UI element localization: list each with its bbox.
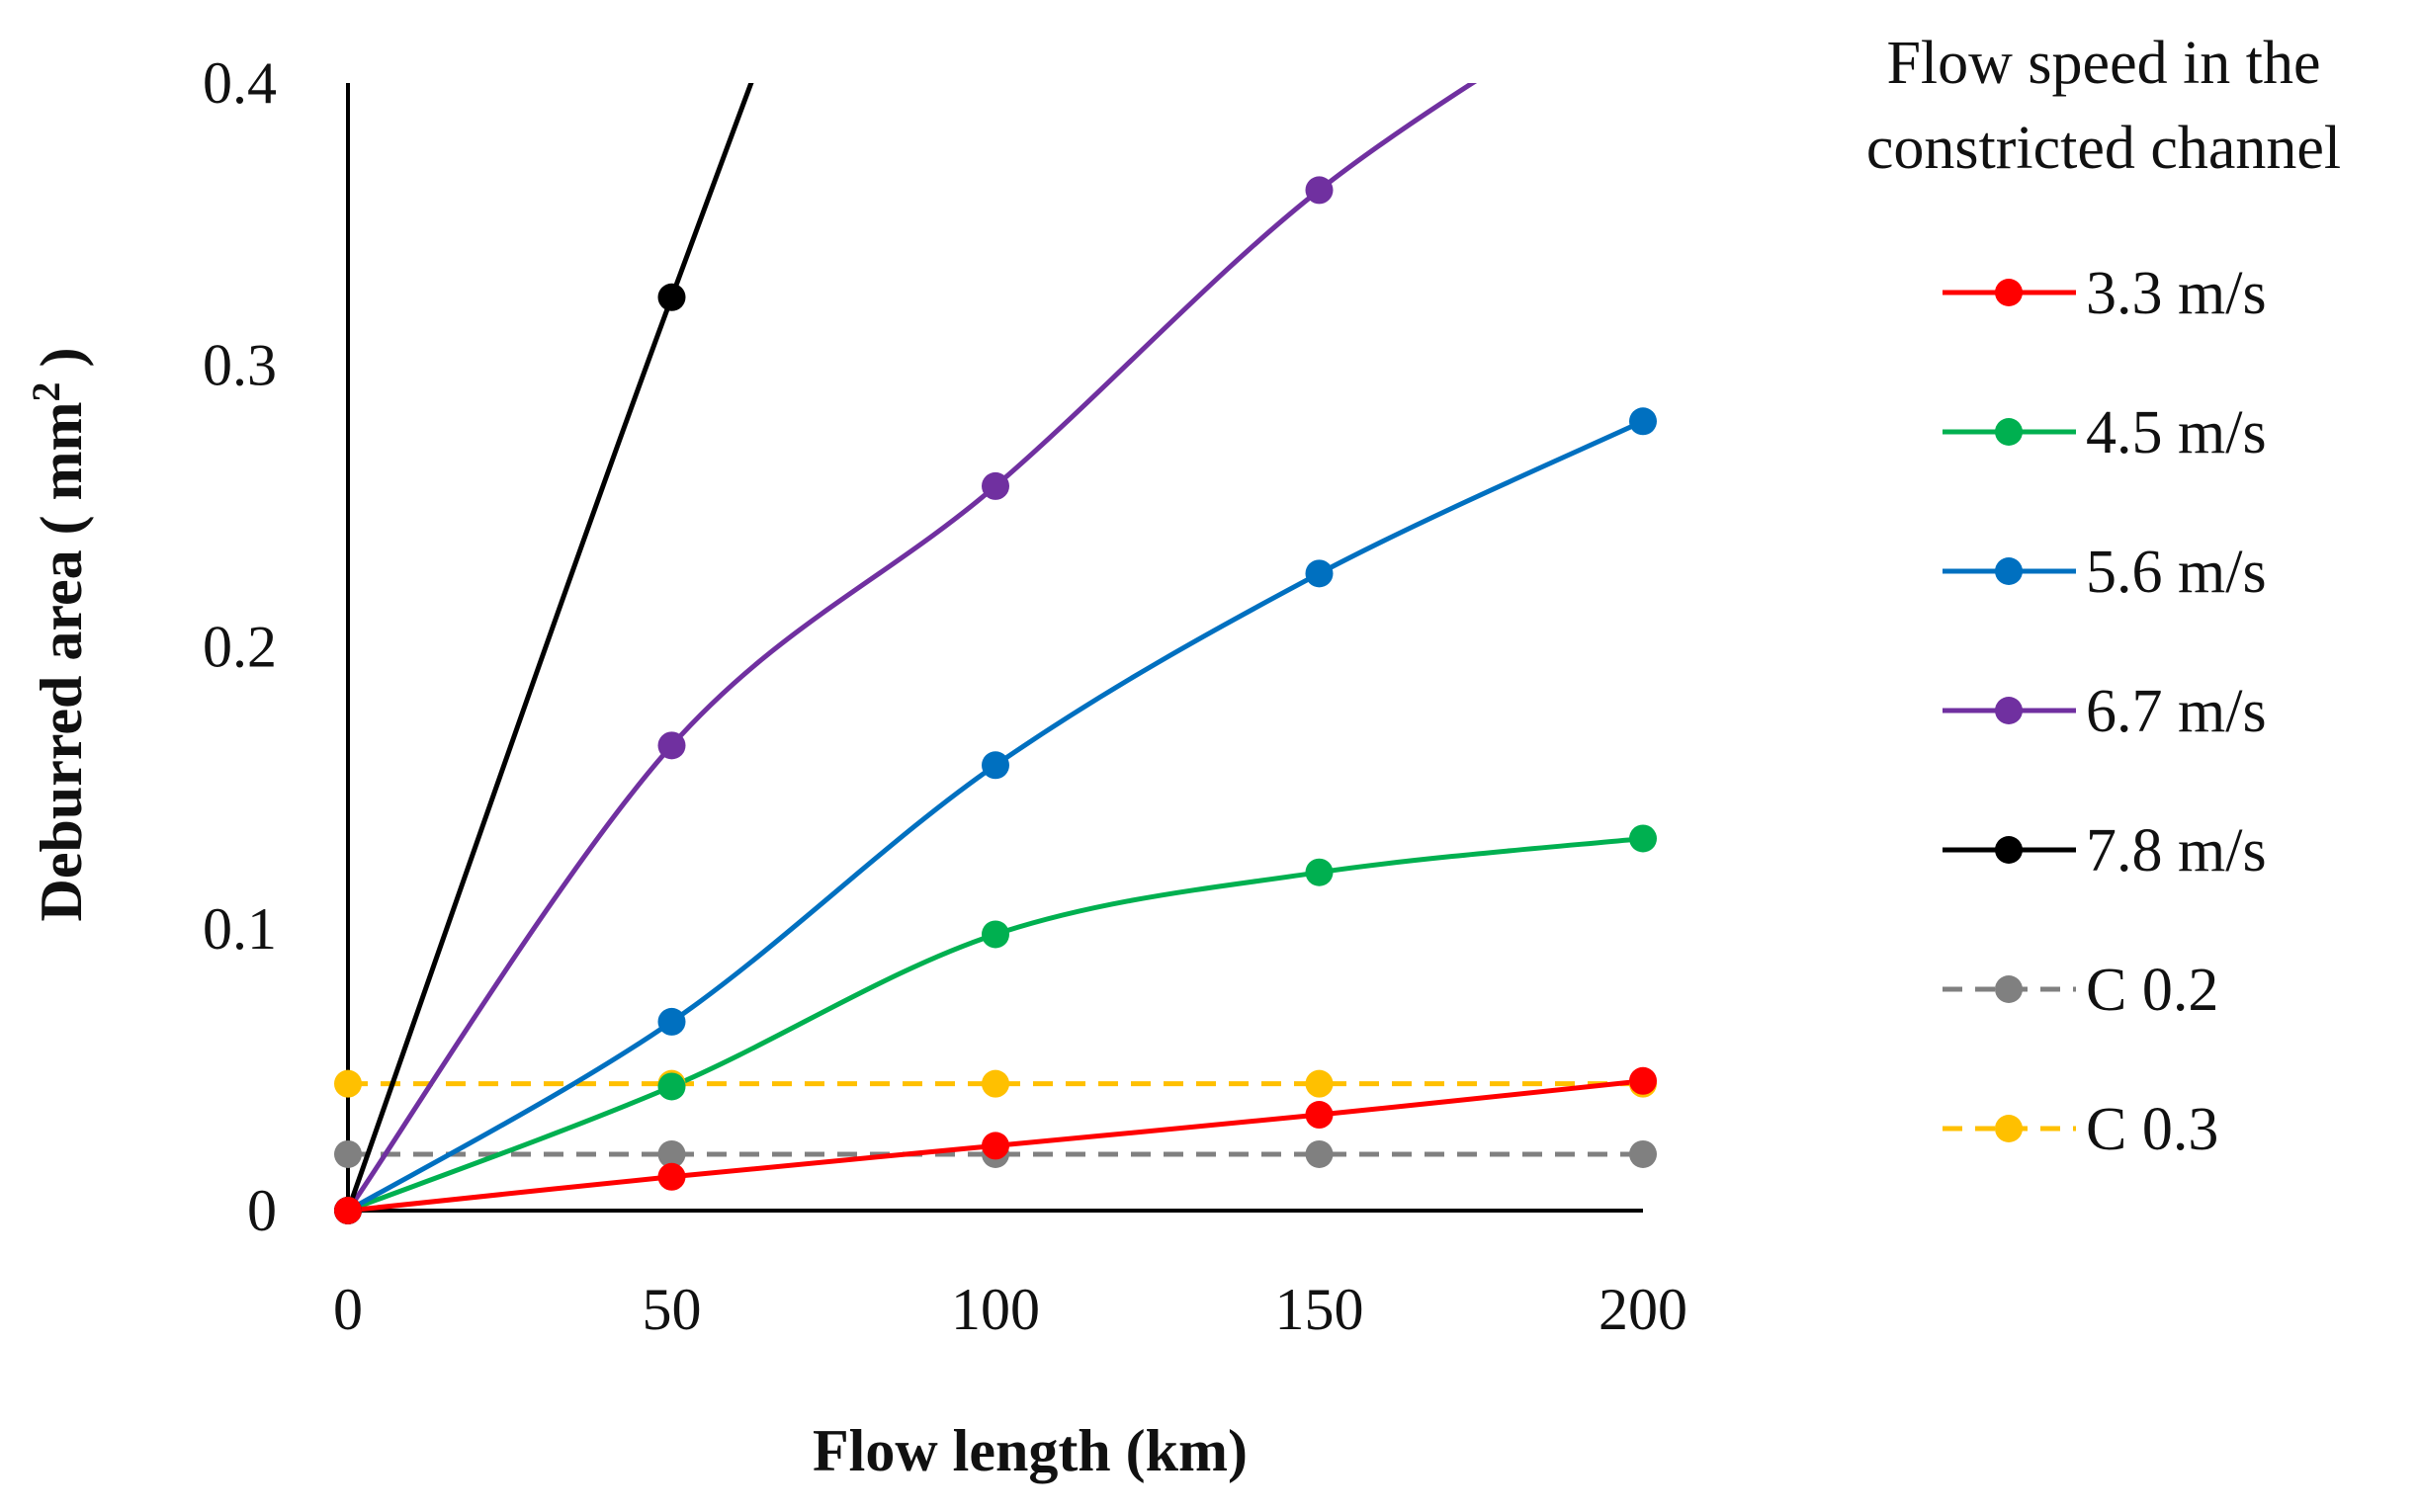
data-point bbox=[657, 283, 686, 311]
data-point bbox=[1629, 407, 1657, 436]
data-point bbox=[1305, 1101, 1334, 1130]
y-tick-label: 0.3 bbox=[203, 332, 277, 397]
series-markers bbox=[334, 176, 1657, 1224]
series-lines bbox=[348, 83, 1645, 1214]
data-point bbox=[1305, 858, 1334, 886]
y-axis-title: Deburred area ( mm2 ) bbox=[24, 348, 95, 922]
legend-label: 7.8 m/s bbox=[2086, 817, 2267, 884]
legend-title-line-2: constricted channel bbox=[1866, 115, 2341, 182]
legend-label: 4.5 m/s bbox=[2086, 399, 2267, 466]
legend-label: 3.3 m/s bbox=[2086, 260, 2267, 327]
data-point bbox=[982, 1069, 1009, 1098]
y-tick-labels: 0 0.1 0.2 0.3 0.4 bbox=[203, 50, 277, 1243]
y-tick-label: 0 bbox=[247, 1178, 277, 1243]
data-point bbox=[982, 920, 1009, 949]
data-point bbox=[1629, 824, 1657, 853]
y-axis-title-superscript: 2 bbox=[24, 381, 68, 401]
legend-marker bbox=[1995, 1115, 2023, 1142]
legend-marker bbox=[1995, 557, 2023, 585]
data-point bbox=[982, 1132, 1009, 1160]
x-tick-label: 200 bbox=[1598, 1277, 1687, 1342]
series-line bbox=[348, 83, 1478, 1213]
legend-marker bbox=[1995, 975, 2023, 1003]
legend-marker bbox=[1995, 836, 2023, 864]
series-line bbox=[348, 83, 754, 1212]
y-tick-label: 0.2 bbox=[203, 615, 277, 680]
legend-label: C 0.2 bbox=[2086, 957, 2218, 1024]
x-tick-label: 150 bbox=[1275, 1277, 1364, 1342]
legend-title-line-1: Flow speed in the bbox=[1886, 30, 2320, 97]
legend-label: 5.6 m/s bbox=[2086, 539, 2267, 606]
legend-marker bbox=[1995, 697, 2023, 724]
y-tick-label: 0.1 bbox=[203, 896, 277, 962]
data-point bbox=[657, 1162, 686, 1191]
data-point bbox=[982, 751, 1009, 780]
data-point bbox=[1305, 176, 1334, 205]
y-tick-label: 0.4 bbox=[203, 50, 277, 116]
legend-label: C 0.3 bbox=[2086, 1096, 2218, 1163]
data-point bbox=[982, 471, 1009, 500]
legend-marker bbox=[1995, 279, 2023, 306]
data-point bbox=[334, 1069, 362, 1098]
data-point bbox=[657, 1139, 686, 1168]
data-point bbox=[657, 1072, 686, 1101]
y-axis-title-main: Deburred area ( mm bbox=[29, 401, 94, 921]
data-point bbox=[1305, 1139, 1334, 1168]
data-point bbox=[334, 1139, 362, 1168]
x-tick-labels: 0 50 100 150 200 bbox=[333, 1277, 1687, 1342]
data-point bbox=[1629, 1066, 1657, 1095]
data-point bbox=[1629, 1139, 1657, 1168]
y-axis-title-end: ) bbox=[29, 348, 94, 382]
legend: Flow speed in the constricted channel 3.… bbox=[1866, 30, 2341, 1163]
x-tick-label: 50 bbox=[643, 1277, 702, 1342]
legend-items: 3.3 m/s 4.5 m/s 5.6 m/s 6.7 m/s 7.8 m/s C 0.2… bbox=[1943, 260, 2267, 1163]
data-point bbox=[334, 1197, 362, 1224]
legend-label: 6.7 m/s bbox=[2086, 678, 2267, 745]
legend-marker bbox=[1995, 418, 2023, 446]
x-axis-title: Flow length (km) bbox=[813, 1418, 1248, 1483]
data-point bbox=[657, 731, 686, 760]
x-tick-label: 100 bbox=[951, 1277, 1040, 1342]
data-point bbox=[1305, 1069, 1334, 1098]
x-tick-label: 0 bbox=[333, 1277, 363, 1342]
data-point bbox=[657, 1007, 686, 1036]
data-point bbox=[1305, 559, 1334, 588]
